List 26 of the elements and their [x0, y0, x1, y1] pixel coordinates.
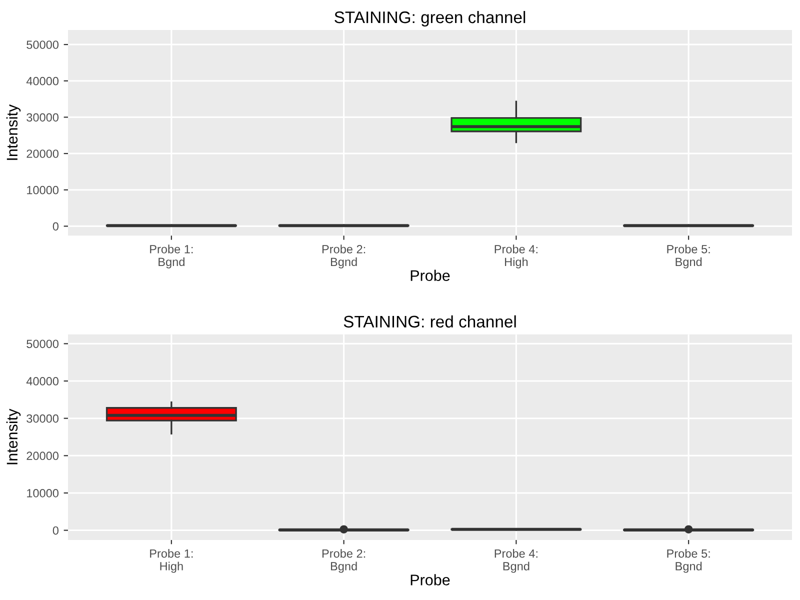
- y-tick-label: 0: [52, 222, 59, 231]
- y-tick-label: 30000: [26, 113, 59, 122]
- y-tick-label: 0: [52, 526, 59, 535]
- x-axis-title: Probe: [410, 574, 450, 586]
- y-tick-label: 50000: [26, 40, 59, 49]
- x-tick-label: Probe 1: Bgnd: [150, 244, 193, 268]
- x-tick-label: Probe 4: Bgnd: [494, 549, 538, 573]
- y-tick-label: 40000: [26, 377, 59, 386]
- y-tick-label: 20000: [26, 150, 59, 158]
- y-axis-title: Intensity: [6, 104, 21, 160]
- x-tick-label: Probe 5: Bgnd: [667, 549, 710, 573]
- x-tick-label: Probe 2: Bgnd: [322, 549, 366, 573]
- y-axis-title: Intensity: [6, 408, 21, 464]
- x-axis-title: Probe: [410, 270, 450, 282]
- y-tick-label: 30000: [26, 414, 59, 423]
- y-tick-label: 20000: [26, 452, 59, 460]
- y-tick-label: 40000: [26, 76, 59, 86]
- x-tick-label: Probe 2: Bgnd: [322, 244, 366, 268]
- y-tick-label: 50000: [26, 340, 59, 348]
- y-tick-label: 10000: [27, 489, 59, 498]
- x-tick-label: Probe 5: Bgnd: [667, 244, 710, 268]
- y-tick-label: 10000: [27, 186, 59, 194]
- chart-title: STAINING: red channel: [344, 315, 516, 328]
- x-tick-label: Probe 4: High: [494, 244, 538, 268]
- x-tick-label: Probe 1: High: [150, 549, 193, 573]
- chart-title: STAINING: green channel: [334, 10, 526, 27]
